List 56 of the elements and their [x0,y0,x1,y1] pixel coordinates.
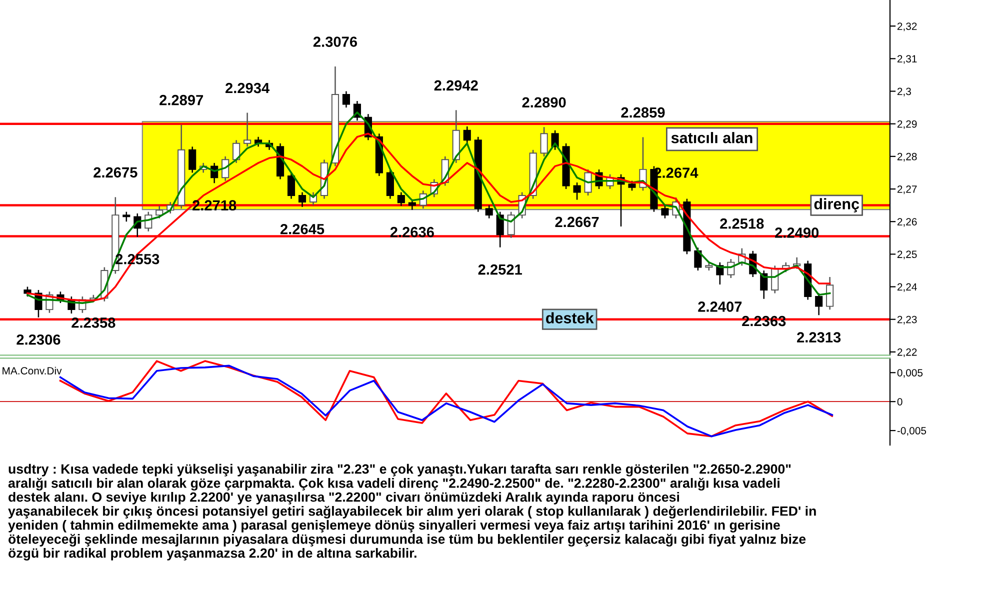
annotation: 2.2358 [72,318,116,328]
y-tick-label: 2,29 [897,120,917,129]
band-label: satıcılı alan [671,132,752,144]
candlestick [815,292,823,316]
annotation: 2.2675 [94,167,138,178]
ref-line-label: direnç [814,198,860,212]
ref-line-label: destek [546,312,594,324]
annotation: 2.2859 [621,107,665,118]
y-tick-label: 2,23 [897,316,917,324]
candlestick [232,139,240,164]
candlestick [298,192,306,208]
y-tick-label: 2,26 [897,218,917,227]
annotation: 2.2934 [226,82,270,94]
candlestick [661,204,669,219]
candlestick [287,172,296,200]
candlestick [485,204,493,219]
candlestick [156,205,164,219]
y-tick-label: 0 [897,398,902,406]
candlestick [463,126,471,144]
candlestick [694,247,702,272]
y-tick-label: 2,24 [897,283,917,292]
candlestick [342,90,350,108]
candlestick [244,112,252,148]
candlestick [188,146,196,174]
y-tick-label: -0,005 [897,427,926,436]
candlestick [122,211,130,222]
annotation: 2.2518 [720,218,764,229]
candlestick [628,180,636,192]
candlestick [397,192,405,207]
annotation: 2.2306 [16,334,60,345]
y-tick-label: 2,31 [897,55,917,64]
y-tick-label: 2,22 [897,348,917,358]
annotation: 2.2890 [522,97,566,108]
y-tick-label: 2,28 [897,152,917,162]
annotation: 2.2407 [698,302,742,312]
y-tick-label: 2,25 [897,250,917,260]
candlestick [826,276,834,310]
candlestick [584,168,592,196]
annotation: 2.2667 [555,216,599,228]
annotation: 2.2313 [797,332,841,343]
annotation: 2.2636 [390,226,434,238]
y-tick-label: 2,32 [897,22,917,32]
candlestick [386,168,394,200]
y-tick-label: 0,005 [897,369,923,378]
annotation: 2.2942 [434,80,478,91]
annotation: 2.2645 [280,224,324,234]
y-tick-label: 2,3 [897,88,911,96]
candlestick [496,211,504,248]
candlestick [573,182,581,200]
annotation: 2.2897 [160,94,204,106]
text: usdtry : Kısa vadede tepki yükselişi yaşanabilir zira "2.23" e çok yanaştı.Yukarı tarafta sarı renkle gösterilen "2.2650-2.2900" aralığı satıcılı bir alan olarak göze çarpmakta. Çok kısa vadeli direnç "2.2490-2.2500" de. "2.2280-2.2300" aralığı kısa vadeli destek alanı. O seviye kırılıp 2.2200' ye yanaşılırsa "2.2200" civarı önümüzdeki Aralık ayında raporu öncesi yaşanabilecek bir çıkış öncesi potansiyel getiri sağlayabilecek bir alım yeri olarak ( stop kullanılarak ) değerlendirilebilir. FED' in yeniden ( tahmin edilmemekte ama ) parasal genişlemeye dönüş sinyalleri vermesi veya faiz artışı tarihini 2016' ın gerisine öteleyeceği şeklinde mesajlarının piyasalara düşmesi durumunda ise tüm bu beklentiler geçersiz kalacağı gibi fiyat yalnız bize özgü bir radikal problem yaşanmazsa 2.20' in de altına sarkabilir. [8,464,816,560]
text: MA.Conv.Div [2,366,62,374]
annotation: 2.2521 [478,264,522,275]
annotation: 2.3076 [313,36,358,47]
y-tick-label: 2,27 [897,186,917,194]
candlestick [540,126,548,158]
